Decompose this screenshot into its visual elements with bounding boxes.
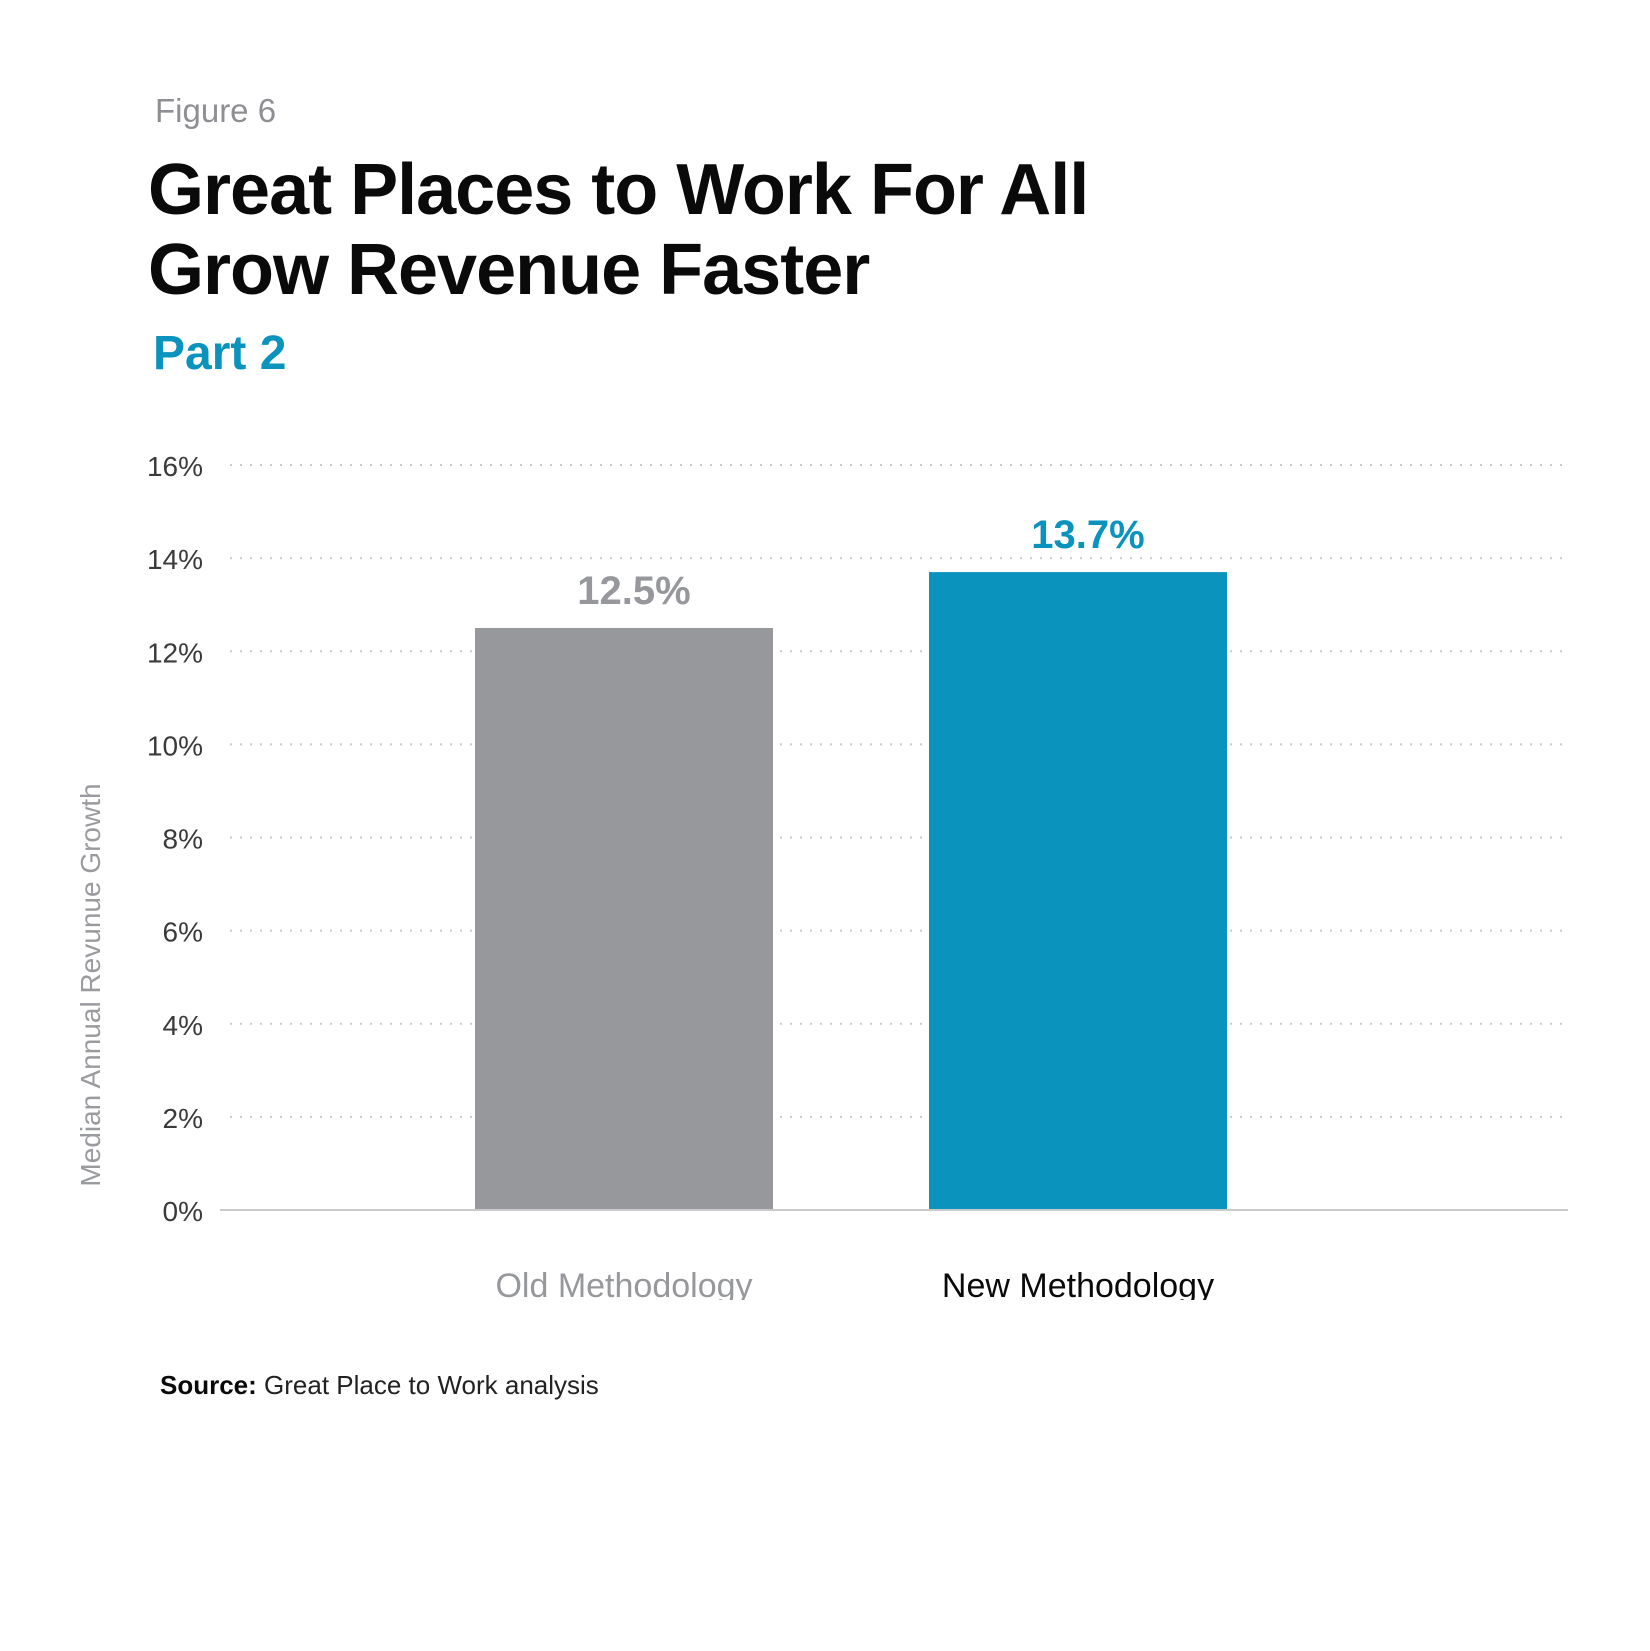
source-note: Source: Great Place to Work analysis — [160, 1370, 599, 1401]
bar-old-methodology — [475, 627, 773, 1210]
chart-subtitle: Part 2 — [153, 327, 287, 380]
data-label: 13.7% — [1031, 513, 1144, 557]
source-label: Source: — [160, 1370, 257, 1400]
y-tick-label: 6% — [163, 917, 203, 948]
y-axis-label: Median Annual Revunue Growth — [75, 783, 106, 1186]
chart-title-line-2: Grow Revenue Faster — [148, 230, 870, 310]
y-tick-label: 8% — [163, 824, 203, 855]
chart-title: Great Places to Work For All Grow Revenu… — [148, 150, 1348, 310]
bars — [475, 572, 1227, 1210]
bar-chart: 0% 2% 4% 6% 8% 10% 12% 14% 16% 12.5% 13.7% Old Me… — [75, 451, 1568, 1300]
y-tick-label: 14% — [147, 544, 203, 575]
y-tick-label: 12% — [147, 637, 203, 668]
y-tick-label: 2% — [163, 1103, 203, 1134]
y-tick-label: 10% — [147, 730, 203, 761]
bar-new-methodology — [929, 572, 1227, 1210]
y-tick-label: 0% — [163, 1196, 203, 1227]
source-text: Great Place to Work analysis — [264, 1370, 599, 1400]
data-label: 12.5% — [577, 569, 690, 613]
figure-label: Figure 6 — [155, 92, 277, 129]
x-category-label: Old Methodology — [495, 1267, 752, 1300]
data-labels: 12.5% 13.7% — [577, 513, 1144, 613]
y-axis-ticks: 0% 2% 4% 6% 8% 10% 12% 14% 16% — [147, 451, 203, 1227]
y-tick-label: 16% — [147, 451, 203, 482]
gridlines — [230, 464, 1568, 1118]
x-category-label: New Methodology — [942, 1267, 1214, 1300]
x-axis-categories: Old Methodology New Methodology — [495, 1267, 1214, 1300]
chart-title-line-1: Great Places to Work For All — [148, 150, 1089, 230]
y-tick-label: 4% — [163, 1010, 203, 1041]
